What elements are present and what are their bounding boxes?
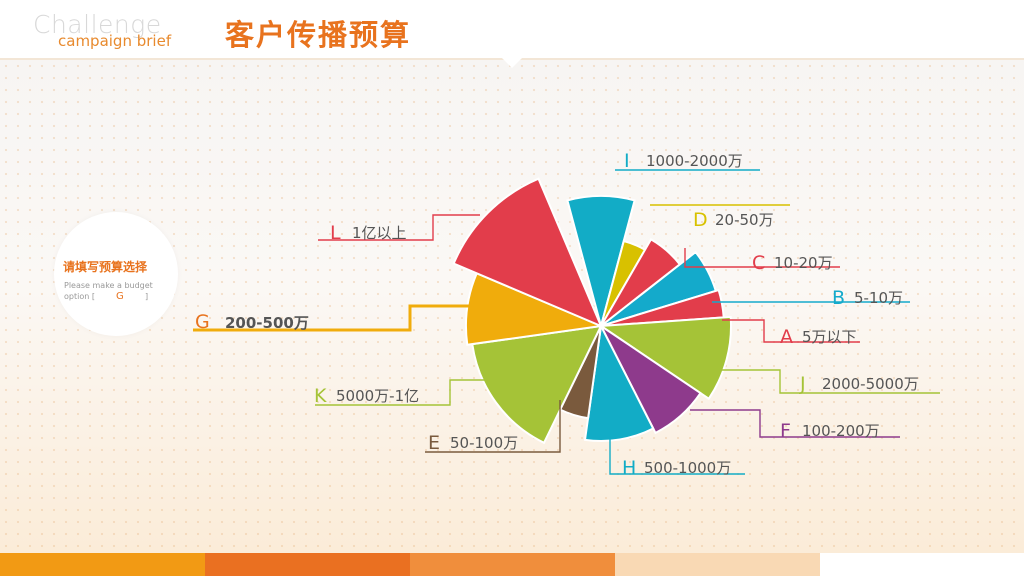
slice-letter-g: G — [195, 311, 210, 333]
slice-letter-e: E — [428, 432, 440, 454]
leader-line-e — [425, 400, 561, 453]
header: Challenge campaign brief 客户传播预算 — [0, 0, 1024, 60]
leader-line-g — [193, 304, 487, 332]
pie-slice-i — [566, 194, 636, 330]
leader-line-h — [609, 430, 745, 475]
slice-label-l: 1亿以上 — [352, 224, 407, 242]
header-notch — [502, 58, 522, 68]
slice-letter-h: H — [622, 457, 636, 479]
page-title: 客户传播预算 — [225, 18, 412, 52]
slice-letter-c: C — [752, 252, 765, 274]
footer-bar-4 — [615, 553, 820, 576]
slice-letter-d: D — [693, 209, 708, 231]
slice-label-a: 5万以下 — [802, 328, 857, 346]
slice-letter-l: L — [330, 222, 341, 244]
footer-bar-3 — [410, 553, 615, 576]
slice-letter-i: I — [624, 150, 630, 172]
slice-label-j: 2000-5000万 — [822, 375, 919, 393]
slice-label-d: 20-50万 — [715, 211, 774, 229]
slice-letter-f: F — [780, 420, 791, 442]
slice-letter-k: K — [314, 385, 327, 407]
prompt-answer[interactable]: G — [116, 291, 124, 302]
pie-slice-h — [583, 322, 655, 443]
leader-line-a — [722, 319, 860, 343]
leader-line-k — [315, 379, 490, 406]
leader-line-f — [690, 409, 900, 438]
slice-label-e: 50-100万 — [450, 434, 518, 452]
slice-letter-j: J — [799, 373, 806, 395]
footer-color-bars — [0, 553, 1024, 576]
prompt-text: Please make a budget option [ — [64, 281, 153, 301]
prompt-circle — [54, 212, 178, 336]
pie-slice-f — [598, 323, 702, 435]
slice-label-h: 500-1000万 — [644, 459, 731, 477]
leader-line-l — [318, 214, 480, 241]
brand-sub-text: campaign brief — [58, 32, 172, 50]
pie-slice-k — [471, 324, 603, 445]
leader-line-c — [684, 248, 840, 268]
pie-slice-l — [452, 177, 603, 328]
prompt-title: 请填写预算选择 — [63, 260, 148, 274]
slice-label-i: 1000-2000万 — [646, 152, 743, 170]
prompt-bracket: ] — [145, 292, 149, 301]
slice-label-f: 100-200万 — [802, 422, 880, 440]
footer-bar-1 — [0, 553, 205, 576]
footer-bar-2 — [205, 553, 410, 576]
slice-letter-a: A — [780, 326, 793, 348]
slice-label-k: 5000万-1亿 — [336, 387, 419, 405]
leader-line-j — [720, 369, 940, 394]
slice-label-g: 200-500万 — [225, 314, 309, 332]
slice-letter-b: B — [832, 287, 845, 309]
slice-label-b: 5-10万 — [854, 289, 903, 307]
slice-label-c: 10-20万 — [774, 254, 833, 272]
brand-main-text: Challenge — [33, 10, 162, 39]
